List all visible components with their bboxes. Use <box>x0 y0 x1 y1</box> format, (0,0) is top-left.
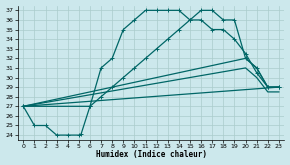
X-axis label: Humidex (Indice chaleur): Humidex (Indice chaleur) <box>96 150 206 159</box>
